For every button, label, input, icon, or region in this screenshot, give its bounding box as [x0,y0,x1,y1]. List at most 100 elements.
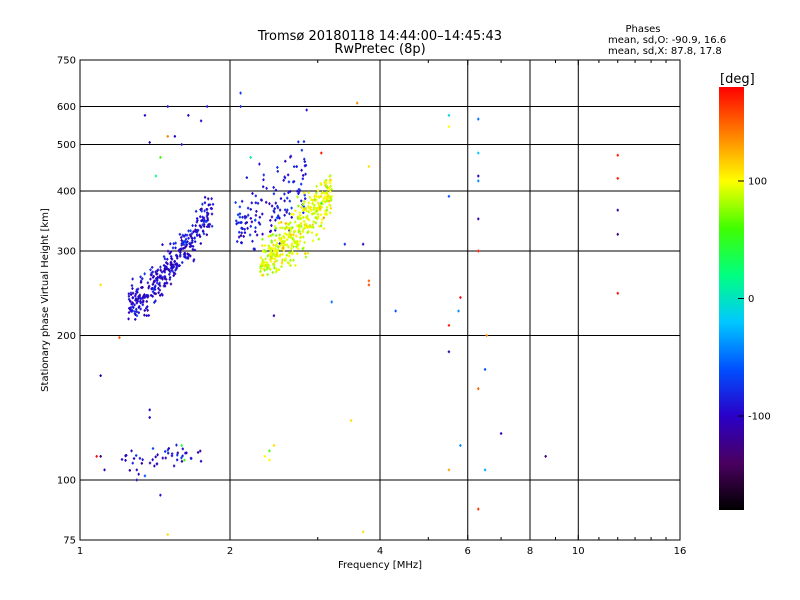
scatter-point [165,281,168,285]
scatter-point [172,271,175,275]
scatter-point [166,451,170,455]
x-tick-label: 4 [377,546,383,557]
scatter-point [295,245,298,248]
scatter-point [147,314,150,317]
scatter-point [315,195,318,198]
scatter-point [477,217,480,221]
x-tick-label: 10 [572,546,585,557]
scatter-point [180,444,183,447]
scatter-point [322,227,326,230]
scatter-point [149,268,152,272]
y-tick-label: 75 [63,536,76,547]
scatter-point [326,188,330,192]
scatter-point [186,256,190,260]
scatter-point [180,239,183,242]
scatter-point [276,214,280,218]
scatter-point [133,303,136,307]
scatter-point [356,101,359,105]
scatter-point [265,267,269,271]
scatter-point [272,243,275,247]
scatter-point [202,230,205,233]
scatter-point [240,226,243,230]
scatter-point [287,245,290,249]
scatter-point [325,205,329,209]
scatter-point [162,284,166,288]
scatter-point [251,192,254,195]
y-tick-label: 200 [57,331,76,342]
scatter-point [323,179,327,183]
scatter-point [296,216,300,220]
scatter-point [139,300,143,304]
scatter-point [187,229,190,233]
scatter-point [320,183,323,187]
scatter-point [284,257,287,261]
scatter-point [210,224,214,228]
scatter-point [361,530,365,534]
scatter-point [172,242,175,246]
scatter-point [447,350,451,354]
scatter-point [329,199,333,202]
scatter-point [146,293,149,297]
scatter-point [256,201,260,205]
scatter-point [280,265,283,269]
scatter-point [135,478,138,482]
scatter-point [175,266,178,269]
scatter-point [189,234,193,238]
scatter-point [161,456,164,460]
scatter-point [148,408,151,412]
scatter-point [316,207,320,210]
scatter-point [275,259,279,263]
scatter-point [149,277,152,281]
scatter-point [300,148,304,152]
scatter-point [264,257,267,261]
scatter-point [293,220,297,224]
scatter-point [499,432,503,435]
scatter-point [262,178,265,182]
scatter-point [161,277,164,281]
scatter-point [183,458,186,462]
scatter-point [191,244,195,248]
scatter-point [300,199,303,203]
scatter-point [281,246,285,250]
scatter-point [198,235,202,238]
scatter-point [154,455,157,459]
scatter-point [207,203,210,207]
scatter-point [137,296,140,300]
scatter-point [181,447,184,451]
scatter-point [303,197,307,200]
colorbar-tick-label: 0 [748,294,754,305]
scatter-point [259,267,262,270]
scatter-point [268,202,271,206]
scatter-point [254,218,257,222]
scatter-point [163,268,167,271]
scatter-point [135,314,139,318]
scatter-point [272,192,276,196]
scatter-point [199,215,202,219]
scatter-point [308,195,312,199]
scatter-point [297,140,300,144]
scatter-point [254,230,257,234]
scatter-point [302,191,306,195]
scatter-point [323,212,326,216]
scatter-point [151,290,155,294]
scatter-point [269,258,272,261]
scatter-point [320,221,323,225]
scatter-point [194,228,197,232]
scatter-point [175,443,178,447]
scatter-point [130,449,133,453]
scatter-point [325,181,328,185]
scatter-point [311,212,314,216]
scatter-point [201,215,204,219]
scatter-point [310,231,314,235]
scatter-point [477,507,480,511]
scatter-point [447,125,451,128]
scatter-point [162,264,166,267]
scatter-point [168,272,171,276]
scatter-point [285,253,289,257]
scatter-point [243,216,247,220]
scatter-point [290,215,293,219]
scatter-point [138,305,141,308]
scatter-point [162,269,166,273]
scatter-point [242,235,245,238]
scatter-point [172,274,175,277]
